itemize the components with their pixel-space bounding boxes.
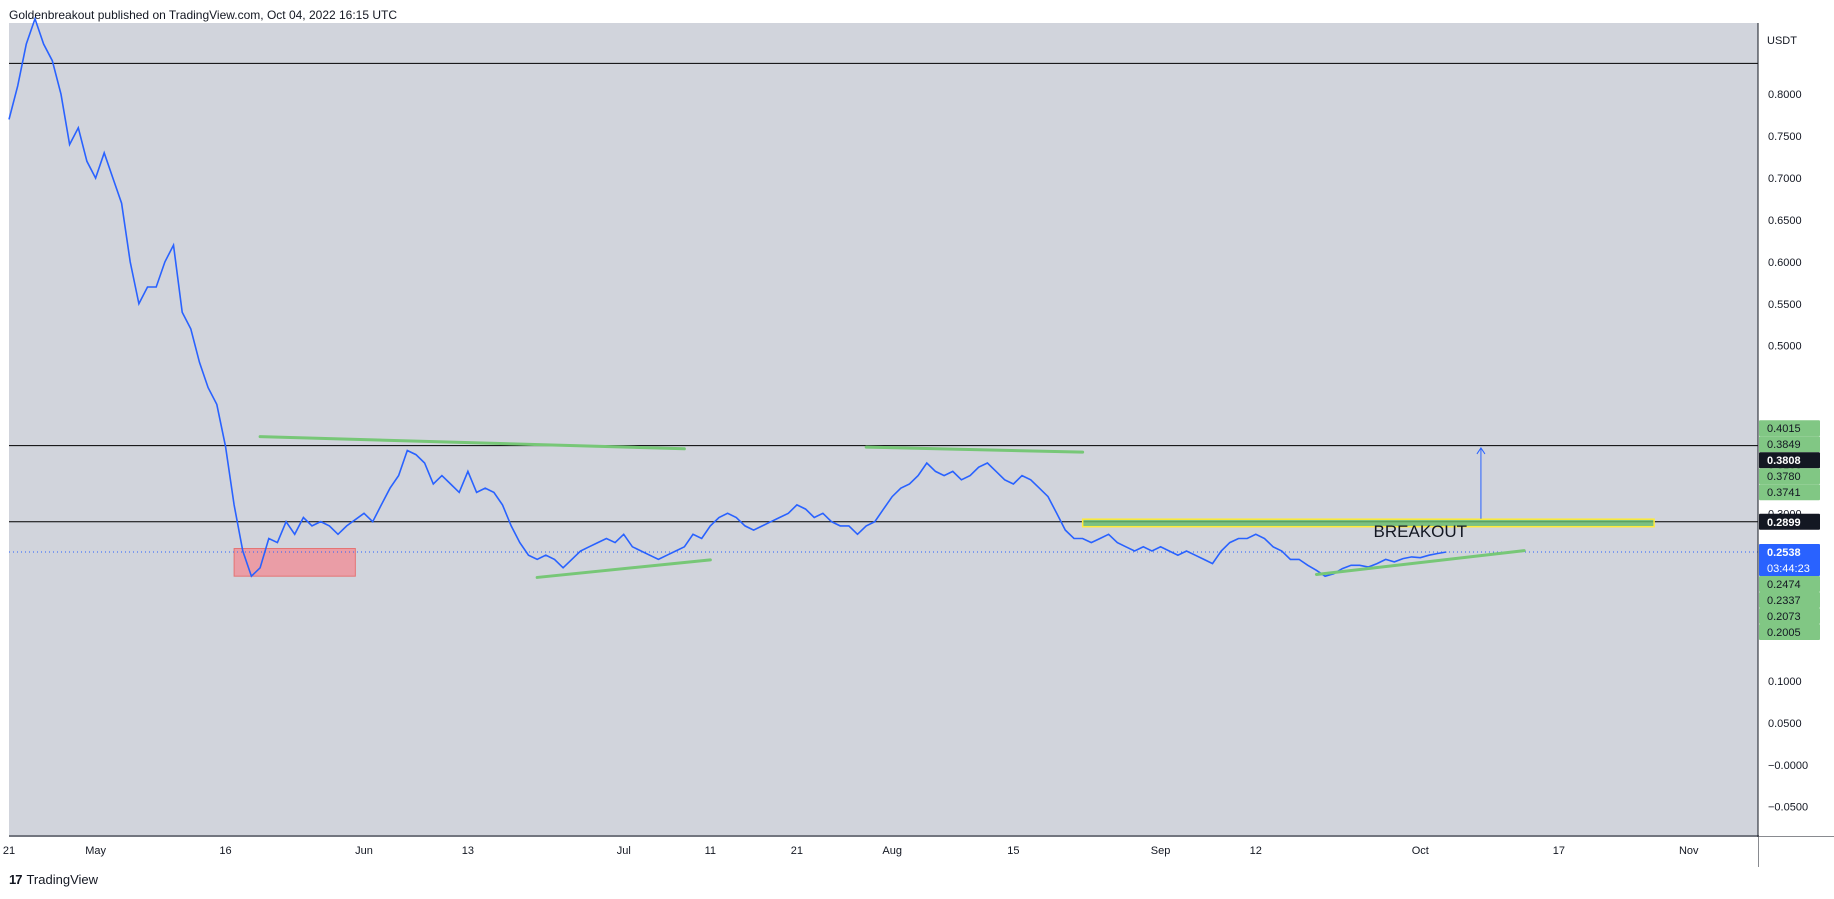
price-label-box bbox=[1759, 608, 1820, 625]
y-tick-label: 0.5500 bbox=[1768, 299, 1802, 311]
x-tick-label: 17 bbox=[1553, 845, 1565, 857]
plot-background bbox=[9, 23, 1758, 836]
price-label-box bbox=[1759, 420, 1820, 437]
price-series-line bbox=[8, 16, 1447, 578]
x-tick-label: Aug bbox=[882, 845, 902, 857]
y-tick-label: 0.6000 bbox=[1768, 257, 1802, 269]
price-label-box bbox=[1759, 513, 1820, 530]
price-label-text: 0.3849 bbox=[1767, 439, 1801, 451]
countdown-label-text: 03:44:23 bbox=[1767, 563, 1810, 575]
x-tick-label: Jun bbox=[355, 845, 373, 857]
price-label-text: 0.2899 bbox=[1767, 517, 1801, 529]
trendline bbox=[258, 435, 686, 451]
time-axis-background bbox=[9, 837, 1758, 867]
y-tick-label: 0.5000 bbox=[1768, 341, 1802, 353]
footer-brand-name: TradingView bbox=[26, 872, 99, 887]
x-tick-label: 12 bbox=[1250, 845, 1262, 857]
price-label-text: 0.2474 bbox=[1767, 579, 1801, 591]
trendline bbox=[535, 558, 712, 579]
price-labels: 0.4015 0.3849 0.3808 0.3780 0.3741 0.2899 0.25… bbox=[1759, 420, 1820, 641]
tradingview-logo-icon: 17 bbox=[9, 872, 23, 887]
footer-brand: 17 TradingView bbox=[9, 872, 98, 887]
trendline bbox=[1314, 549, 1526, 576]
price-label-text: 0.2538 bbox=[1767, 547, 1801, 559]
price-label-box bbox=[1759, 592, 1820, 609]
y-tick-label: 0.6500 bbox=[1768, 215, 1802, 227]
y-tick-label: 0.7000 bbox=[1768, 173, 1802, 185]
price-label-box bbox=[1759, 576, 1820, 593]
price-label-text: 0.4015 bbox=[1767, 423, 1801, 435]
x-tick-label: 13 bbox=[462, 845, 474, 857]
y-tick-label: 0.0500 bbox=[1768, 718, 1802, 730]
x-tick-label: 21 bbox=[791, 845, 803, 857]
y-tick-label: −0.0000 bbox=[1768, 760, 1808, 772]
price-label-box bbox=[1759, 452, 1820, 469]
publication-header: Goldenbreakout published on TradingView.… bbox=[9, 8, 398, 22]
price-label-box bbox=[1759, 484, 1820, 501]
breakout-box bbox=[1081, 518, 1655, 528]
x-tick-label: Oct bbox=[1412, 845, 1429, 857]
y-tick-label: −0.0500 bbox=[1768, 802, 1808, 814]
overlay-layer: BREAKOUT bbox=[258, 435, 1655, 579]
y-tick-label: 0.1000 bbox=[1768, 676, 1802, 688]
price-label-text: 0.3808 bbox=[1767, 455, 1801, 467]
y-tick-label: 0.8000 bbox=[1768, 89, 1802, 101]
x-axis-ticks: 21 May 16 Jun 13 Jul 11 21 Aug 15 Sep 12 Oct 17 Nov bbox=[3, 845, 1699, 857]
price-label-text: 0.3780 bbox=[1767, 471, 1801, 483]
x-tick-label: Jul bbox=[617, 845, 631, 857]
x-tick-label: 15 bbox=[1007, 845, 1019, 857]
x-tick-label: Sep bbox=[1151, 845, 1171, 857]
price-label-text: 0.2005 bbox=[1767, 627, 1801, 639]
target-arrow-head-icon bbox=[1476, 447, 1486, 455]
x-tick-label: 11 bbox=[705, 845, 716, 857]
x-tick-label: Nov bbox=[1679, 845, 1699, 857]
price-label-box bbox=[1759, 436, 1820, 453]
trendline bbox=[864, 445, 1085, 454]
currency-label: USDT bbox=[1767, 35, 1797, 47]
price-label-text: 0.2337 bbox=[1767, 595, 1801, 607]
breakout-label: BREAKOUT bbox=[1374, 522, 1468, 541]
x-tick-label: 16 bbox=[219, 845, 231, 857]
price-label-text: 0.2073 bbox=[1767, 611, 1801, 623]
x-tick-label: 21 bbox=[3, 845, 15, 857]
support-box bbox=[233, 548, 356, 577]
price-label-box bbox=[1759, 468, 1820, 485]
price-label-box bbox=[1759, 544, 1820, 577]
price-label-text: 0.3741 bbox=[1767, 487, 1801, 499]
x-tick-label: May bbox=[85, 845, 106, 857]
price-label-box bbox=[1759, 624, 1820, 641]
y-tick-label: 0.7500 bbox=[1768, 131, 1802, 143]
